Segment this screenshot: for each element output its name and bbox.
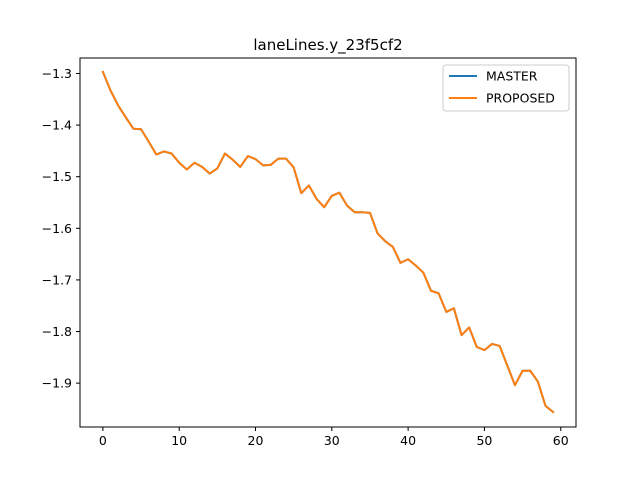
plot-axes [80, 58, 576, 427]
x-tick-label: 10 [171, 433, 187, 448]
y-tick-label: −1.3 [42, 66, 72, 81]
x-tick-label: 40 [400, 433, 416, 448]
x-tick-label: 50 [476, 433, 492, 448]
series-line-proposed [101, 70, 555, 414]
ticks-layer: 0 10 20 30 40 50 60 −1.3 −1.4 −1.5 −1.6 −1.7 −1.8 −1.… [42, 66, 569, 448]
series-layer [101, 70, 555, 414]
y-tick-label: −1.7 [42, 272, 72, 287]
legend-label-proposed: PROPOSED [486, 91, 555, 106]
x-tick-label: 60 [553, 433, 569, 448]
x-tick-label: 0 [99, 433, 107, 448]
legend-label-master: MASTER [486, 69, 538, 84]
legend: MASTER PROPOSED [442, 64, 570, 112]
x-tick-label: 30 [324, 433, 340, 448]
y-tick-label: −1.9 [42, 376, 72, 391]
chart-title: laneLines.y_23f5cf2 [253, 36, 402, 55]
y-tick-label: −1.5 [42, 169, 72, 184]
x-tick-label: 20 [248, 433, 264, 448]
y-tick-label: −1.4 [42, 118, 72, 133]
plot-area [80, 58, 576, 427]
y-tick-label: −1.8 [42, 324, 72, 339]
y-tick-label: −1.6 [42, 221, 72, 236]
plot-frame [79, 57, 577, 428]
